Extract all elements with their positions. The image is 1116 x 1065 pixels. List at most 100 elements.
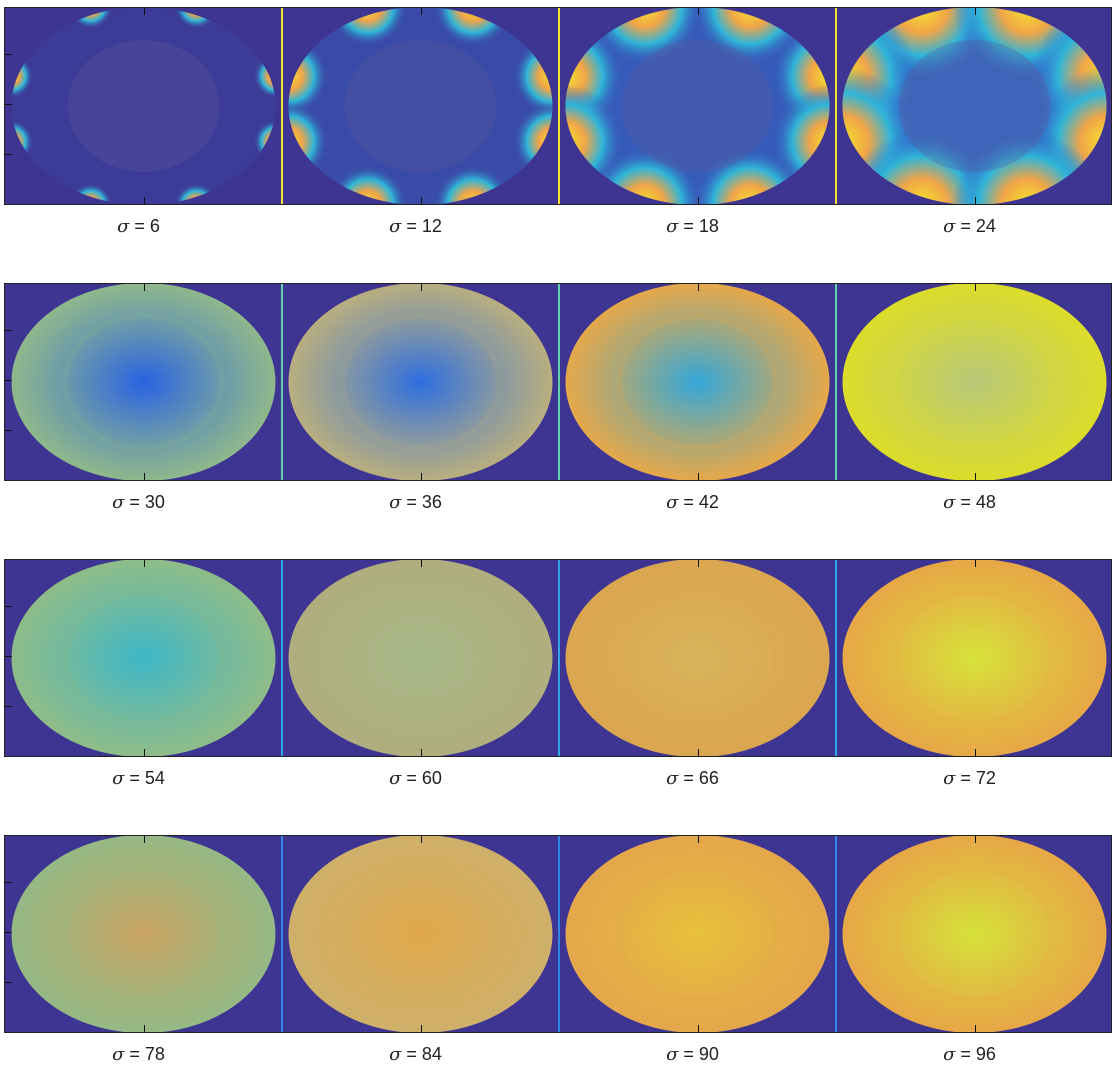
heatmap-panels [11, 284, 1107, 480]
panel-caption: σ = 30 [112, 492, 165, 513]
panel-caption: σ = 48 [943, 492, 996, 513]
axis-tick [143, 836, 145, 843]
panel-separator [835, 560, 837, 756]
hotspot [433, 8, 513, 47]
axis-tick [420, 197, 422, 204]
panel-caption: σ = 36 [389, 492, 442, 513]
brain-slice [898, 40, 1051, 172]
heatmap-panel [11, 284, 276, 480]
heatmap-ellipse [565, 284, 830, 480]
panel-caption: σ = 96 [943, 1044, 996, 1065]
heatmap-panel [565, 284, 830, 480]
axis-tick [420, 284, 422, 291]
panel-separator [281, 8, 283, 204]
heatmap-ellipse [288, 284, 553, 480]
heatmap-ellipse [842, 284, 1107, 480]
brain-slice [344, 40, 497, 172]
axis-tick [420, 836, 422, 843]
heatmap-panels [11, 560, 1107, 756]
brain-outline [893, 589, 1056, 727]
panel-separator [558, 836, 560, 1032]
axis-tick [697, 749, 699, 756]
panel-caption: σ = 60 [389, 768, 442, 789]
panel-caption: σ = 78 [112, 1044, 165, 1065]
heatmap-ellipse [11, 836, 276, 1032]
brain-outline [339, 589, 502, 727]
heatmap-ellipse [288, 836, 553, 1032]
axis-tick [697, 473, 699, 480]
axis-tick [143, 284, 145, 291]
brain-slice [67, 40, 220, 172]
axis-tick [697, 560, 699, 567]
heatmap-ellipse [842, 836, 1107, 1032]
axis-tick [974, 473, 976, 480]
axis-tick [420, 1025, 422, 1032]
hotspot [328, 165, 408, 204]
panel-separator [281, 284, 283, 480]
heatmap-ellipse [288, 560, 553, 756]
brain-outline [616, 589, 779, 727]
brain-outline [62, 313, 225, 451]
figure-row-2 [4, 283, 1112, 481]
brain-outline [893, 865, 1056, 1003]
brain-outline [62, 589, 225, 727]
heatmap-ellipse [565, 560, 830, 756]
heatmap-panel [11, 560, 276, 756]
axis-tick [5, 932, 12, 933]
heatmap-panel [565, 8, 830, 204]
panel-separator [281, 560, 283, 756]
panel-caption: σ = 24 [943, 216, 996, 237]
axis-tick [974, 560, 976, 567]
panel-caption: σ = 12 [389, 216, 442, 237]
panel-separator [835, 284, 837, 480]
heatmap-panel [288, 560, 553, 756]
heatmap-panels [11, 836, 1107, 1032]
axis-tick [420, 749, 422, 756]
hotspot [587, 8, 702, 65]
axis-tick [143, 560, 145, 567]
axis-tick [5, 606, 12, 607]
heatmap-ellipse [565, 836, 830, 1032]
axis-tick [143, 749, 145, 756]
brain-outline [339, 865, 502, 1003]
axis-tick [420, 473, 422, 480]
axis-tick [5, 982, 12, 983]
heatmap-ellipse [288, 8, 553, 204]
axis-tick [420, 8, 422, 15]
axis-tick [974, 8, 976, 15]
heatmap-panel [11, 8, 276, 204]
hotspot [328, 8, 408, 47]
hotspot [693, 8, 808, 65]
panel-caption: σ = 18 [666, 216, 719, 237]
axis-tick [420, 560, 422, 567]
brain-slice [621, 40, 774, 172]
heatmap-panel [288, 836, 553, 1032]
brain-outline [893, 313, 1056, 451]
hotspot [253, 119, 276, 164]
heatmap-panel [842, 836, 1107, 1032]
panel-caption: σ = 54 [112, 768, 165, 789]
brain-outline [616, 313, 779, 451]
panel-separator [835, 836, 837, 1032]
axis-tick [143, 8, 145, 15]
panel-caption: σ = 90 [666, 1044, 719, 1065]
axis-tick [974, 284, 976, 291]
heatmap-panel [842, 284, 1107, 480]
heatmap-panel [565, 560, 830, 756]
figure-row-3 [4, 559, 1112, 757]
axis-tick [143, 1025, 145, 1032]
figure-row-4 [4, 835, 1112, 1033]
axis-tick [697, 1025, 699, 1032]
axis-tick [697, 8, 699, 15]
heatmap-panel [842, 560, 1107, 756]
hotspot [587, 147, 702, 204]
axis-tick [143, 473, 145, 480]
axis-tick [5, 706, 12, 707]
hotspot [693, 147, 808, 204]
axis-tick [974, 749, 976, 756]
axis-tick [5, 430, 12, 431]
axis-tick [974, 836, 976, 843]
axis-tick [5, 154, 12, 155]
axis-tick [697, 197, 699, 204]
panel-separator [835, 8, 837, 204]
